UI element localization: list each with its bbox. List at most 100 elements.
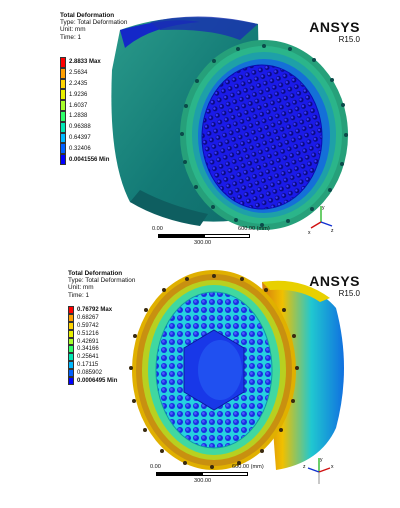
- triad-x-label: x: [308, 230, 311, 236]
- legend-label: 0.0041556 Min: [69, 156, 110, 163]
- triad-x-label: x: [331, 464, 334, 470]
- legend-entry: 0.17115: [68, 361, 117, 370]
- ansys-logo: ANSYS R15.0: [309, 274, 360, 298]
- contour-legend: 2.8833 Max 2.5634 2.2435 1.9236 1.6037 1…: [60, 57, 109, 165]
- scale-bar: 0.00 600.00 (mm) 300.00: [152, 226, 272, 250]
- result-unit: Unit: mm: [68, 284, 94, 292]
- legend-entry: 0.25641: [68, 353, 117, 362]
- legend-swatch: [68, 345, 74, 354]
- result-type: Type: Total Deformation: [68, 277, 136, 285]
- scale-bar-white: [204, 234, 250, 238]
- legend-swatch: [68, 313, 74, 322]
- legend-label: 0.42691: [77, 338, 99, 345]
- brand-version: R15.0: [338, 35, 360, 44]
- brand-name: ANSYS: [309, 273, 360, 289]
- legend-label: 0.34166: [77, 346, 99, 353]
- legend-swatch: [60, 132, 66, 144]
- ansys-logo: ANSYS R15.0: [309, 20, 360, 44]
- legend-swatch: [68, 377, 74, 385]
- legend-label: 2.5634: [69, 70, 88, 77]
- legend-label: 0.25641: [77, 354, 99, 361]
- legend-label: 0.76792 Max: [77, 306, 113, 313]
- legend-swatch: [60, 143, 66, 155]
- result-panel-1: Total Deformation Type: Total Deformatio…: [0, 0, 400, 250]
- result-type: Type: Total Deformation: [60, 19, 128, 27]
- scale-end-label: 600.00 (mm): [232, 464, 264, 470]
- legend-label: 2.8833 Max: [69, 59, 101, 66]
- legend-entry: 0.68267: [68, 313, 117, 322]
- result-unit: Unit: mm: [60, 26, 86, 34]
- triad-z-label: z: [331, 228, 334, 234]
- legend-swatch: [68, 306, 74, 314]
- scale-bar-white: [202, 472, 248, 476]
- legend-entry: 2.2435: [60, 78, 109, 90]
- legend-entry: 0.34166: [68, 345, 117, 354]
- legend-label: 0.32406: [69, 145, 91, 152]
- result-panel-2: Total Deformation Type: Total Deformatio…: [0, 258, 400, 508]
- scale-bar-black: [158, 234, 204, 238]
- legend-swatch: [60, 67, 66, 79]
- triad-z-label: z: [303, 464, 306, 470]
- legend-entry: 0.64397: [60, 132, 109, 144]
- legend-entry: 0.42691: [68, 337, 117, 346]
- legend-entry: 1.2838: [60, 110, 109, 122]
- legend-swatch: [68, 321, 74, 330]
- contour-legend: 0.76792 Max 0.68267 0.59742 0.51216 0.42…: [68, 306, 117, 385]
- legend-swatch: [68, 369, 74, 378]
- scale-bar: 0.00 600.00 (mm) 300.00: [150, 464, 270, 488]
- deformation-model-view-1[interactable]: [0, 0, 400, 250]
- triad-y-label: y: [322, 205, 325, 211]
- triad-y-label: y: [320, 457, 323, 463]
- legend-entry: 0.96388: [60, 121, 109, 133]
- legend-entry: 1.9236: [60, 89, 109, 101]
- legend-label: 0.0006495 Min: [77, 377, 118, 384]
- result-info-block: Total Deformation Type: Total Deformatio…: [68, 270, 135, 299]
- legend-label: 0.085902: [77, 370, 103, 377]
- legend-swatch: [60, 57, 66, 68]
- legend-label: 0.59742: [77, 322, 99, 329]
- legend-label: 0.64397: [69, 134, 91, 141]
- result-time: Time: 1: [60, 33, 82, 41]
- legend-entry: 0.0006495 Min: [68, 377, 117, 385]
- legend-swatch: [60, 154, 66, 165]
- scale-mid-label: 300.00: [194, 478, 212, 484]
- brand-name: ANSYS: [309, 19, 360, 35]
- legend-entry: 0.0041556 Min: [60, 154, 109, 165]
- legend-entry: 0.085902: [68, 369, 117, 378]
- legend-entry: 2.5634: [60, 67, 109, 79]
- legend-label: 0.96388: [69, 124, 91, 131]
- legend-swatch: [60, 121, 66, 133]
- legend-entry: 0.51216: [68, 329, 117, 338]
- legend-label: 1.9236: [69, 91, 88, 98]
- result-title: Total Deformation: [68, 270, 123, 277]
- legend-swatch: [68, 361, 74, 370]
- legend-label: 0.68267: [77, 314, 99, 321]
- legend-swatch: [68, 329, 74, 338]
- legend-entry: 0.59742: [68, 321, 117, 330]
- legend-swatch: [60, 89, 66, 101]
- scale-end-label: 600.00 (mm): [238, 226, 270, 232]
- legend-swatch: [68, 337, 74, 346]
- scale-start-label: 0.00: [150, 464, 161, 470]
- legend-entry: 2.8833 Max: [60, 57, 109, 68]
- deformation-model-view-2[interactable]: [0, 258, 400, 502]
- legend-label: 0.51216: [77, 330, 99, 337]
- legend-label: 0.17115: [77, 362, 99, 369]
- legend-entry: 0.76792 Max: [68, 306, 117, 314]
- legend-swatch: [60, 110, 66, 122]
- scale-start-label: 0.00: [152, 226, 163, 232]
- legend-swatch: [60, 78, 66, 90]
- legend-label: 1.2838: [69, 113, 88, 120]
- legend-entry: 1.6037: [60, 100, 109, 111]
- legend-swatch: [68, 353, 74, 362]
- axis-triad-icon: y x z: [308, 205, 334, 236]
- legend-label: 1.6037: [69, 102, 88, 109]
- result-title: Total Deformation: [60, 12, 115, 19]
- axis-triad-icon: y z x: [303, 457, 334, 484]
- legend-entry: 0.32406: [60, 143, 109, 155]
- result-info-block: Total Deformation Type: Total Deformatio…: [60, 12, 127, 41]
- legend-label: 2.2435: [69, 80, 88, 87]
- scale-mid-label: 300.00: [194, 240, 212, 246]
- scale-bar-black: [156, 472, 202, 476]
- legend-swatch: [60, 100, 66, 111]
